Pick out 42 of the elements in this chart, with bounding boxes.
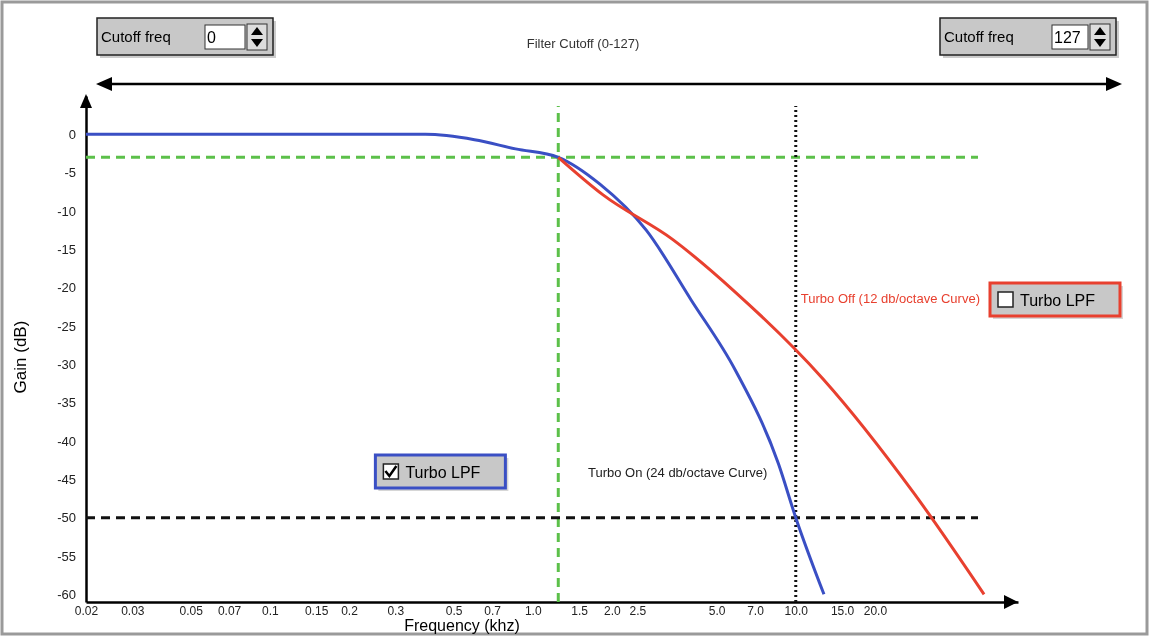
- x-tick-label: 15.0: [830, 603, 855, 618]
- x-tick-label: 1.0: [524, 603, 542, 618]
- y-tick-label: -10: [57, 203, 76, 219]
- annotation: Turbo LPF: [405, 464, 481, 481]
- spinner-field: Cutoff freq 127: [939, 17, 1119, 58]
- x-tick-label: 1.5: [571, 603, 589, 618]
- x-tick-label: 0.07: [217, 603, 242, 618]
- checkbox-button: Turbo LPF: [373, 453, 509, 491]
- x-tick-label: 0.02: [74, 603, 99, 618]
- y-tick-label: -40: [57, 433, 76, 449]
- y-tick-label: -55: [57, 548, 76, 564]
- y-tick-label: -60: [57, 586, 76, 602]
- y-tick-label: -20: [57, 280, 76, 296]
- text: Turbo Off (12 db/octave Curve): [800, 291, 980, 306]
- x-tick-label: 0.7: [484, 603, 502, 618]
- y-tick-label: -15: [57, 241, 76, 257]
- series-label: Turbo On (24 db/octave Curve): [587, 465, 768, 480]
- y-tick-label: -30: [57, 356, 76, 372]
- x-tick-label: 0.1: [261, 603, 279, 618]
- y-tick-label: 0: [68, 126, 76, 142]
- x-tick-label: 0.2: [341, 603, 359, 618]
- x-tick-label: 10.0: [784, 603, 809, 618]
- x-tick-label: 2.5: [629, 603, 647, 618]
- x-tick-label: 0.03: [121, 603, 145, 618]
- y-tick-label: -35: [57, 395, 76, 411]
- x-tick-label: 5.0: [708, 603, 726, 618]
- x-axis-title: Frequency (khz): [404, 617, 520, 634]
- x-tick-label: 0.5: [445, 603, 463, 618]
- x-tick-label: 2.0: [604, 603, 622, 618]
- y-axis-title: Gain (dB): [11, 320, 30, 394]
- x-tick-label: 7.0: [747, 603, 765, 618]
- y-tick-label: -50: [57, 510, 76, 526]
- x-tick-label: 0.15: [304, 603, 329, 618]
- chart-title: Filter Cutoff (0-127): [526, 36, 640, 51]
- checkbox-button: Turbo LPF: [988, 281, 1123, 319]
- x-tick-label: 0.3: [387, 603, 405, 618]
- x-tick-label: 0.05: [179, 603, 204, 618]
- y-tick-label: -25: [57, 318, 76, 334]
- spinner-field: Cutoff freq 0: [96, 17, 276, 58]
- y-tick-label: -45: [57, 471, 76, 487]
- y-tick-label: -5: [64, 165, 76, 181]
- x-tick-label: 20.0: [863, 603, 888, 618]
